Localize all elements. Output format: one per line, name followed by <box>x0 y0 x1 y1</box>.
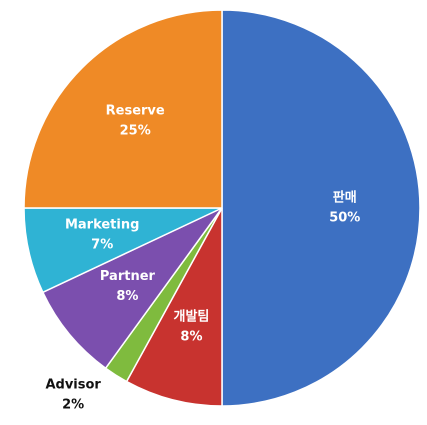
slice-value-label: 7% <box>91 237 113 252</box>
slice-value-label: 2% <box>62 398 84 413</box>
slice-label: 판매 <box>333 190 357 206</box>
pie-slice <box>125 207 223 407</box>
slice-value-label: 50% <box>329 211 360 226</box>
slice-value-label: 8% <box>180 329 202 344</box>
slice-value-label: 25% <box>120 124 151 139</box>
pie-slice <box>23 9 223 209</box>
pie-slice <box>221 9 421 407</box>
slice-label: Reserve <box>106 104 165 119</box>
slice-label: 개발팀 <box>174 308 210 324</box>
slice-value-label: 8% <box>116 289 138 304</box>
pie-slice <box>41 207 223 370</box>
slice-label: Marketing <box>65 217 139 232</box>
slice-label: Advisor <box>45 378 101 393</box>
slice-label: Partner <box>100 269 156 284</box>
